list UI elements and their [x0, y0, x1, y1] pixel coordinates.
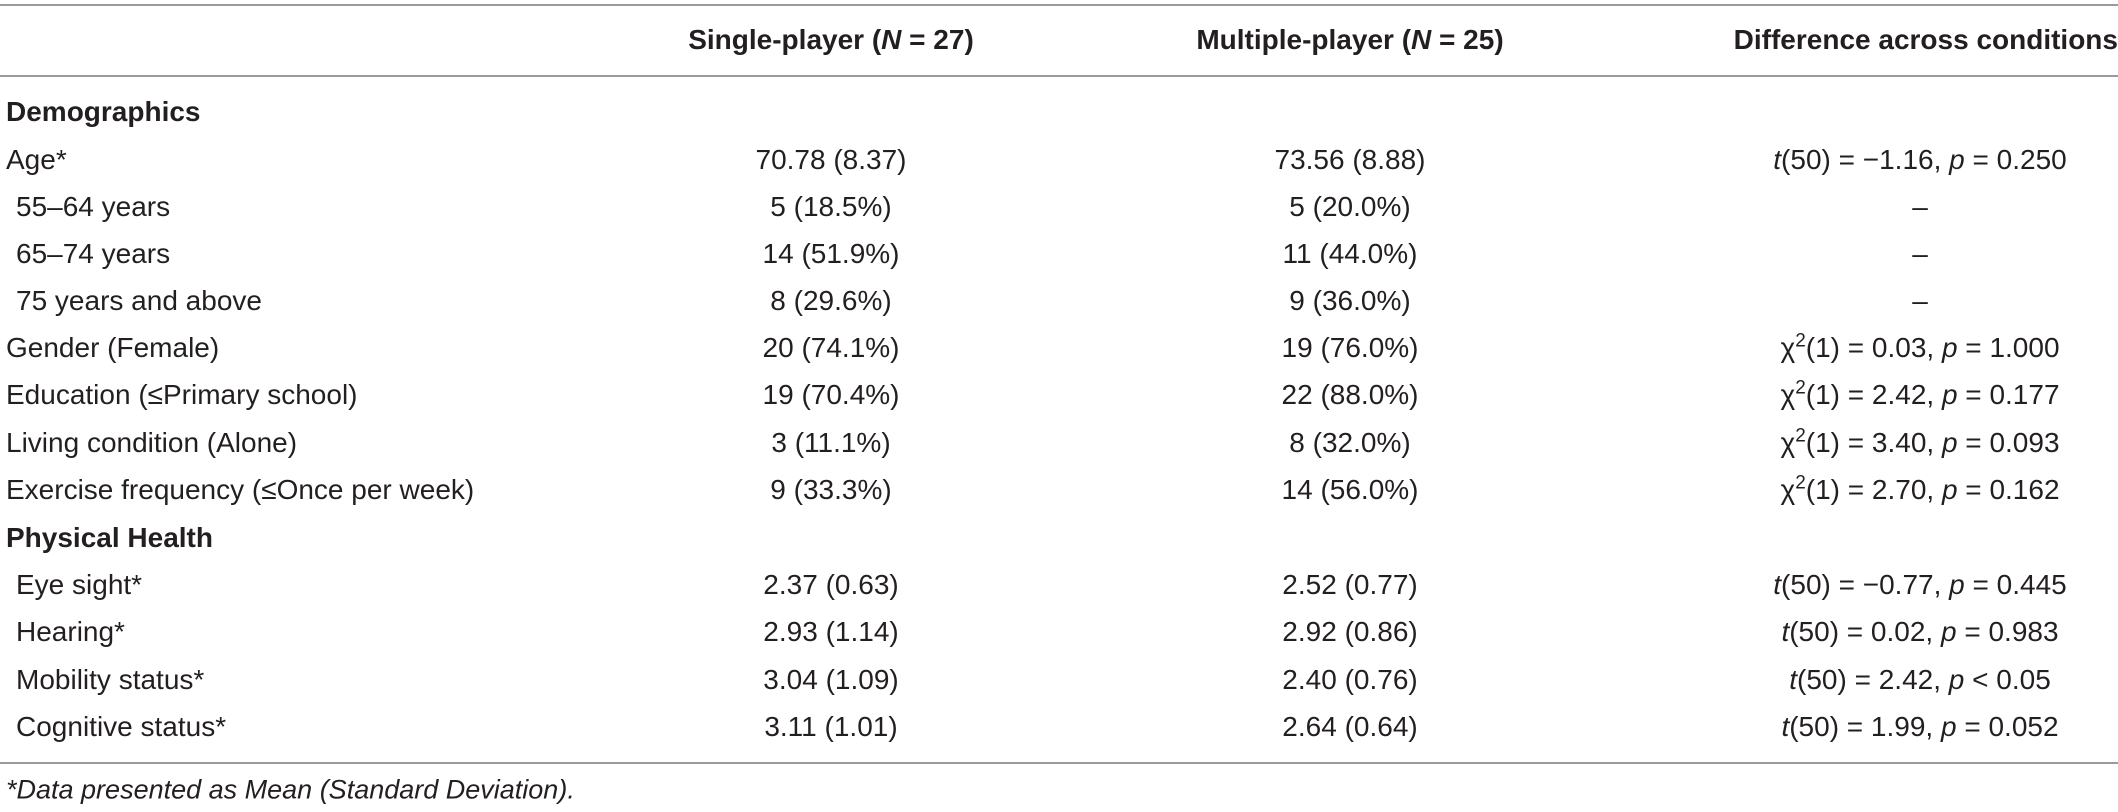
single-value: 20 (74.1%) [762, 332, 900, 363]
header-multiple-player: Multiple-player (N = 25) [1196, 24, 1504, 55]
row-label: Age* [6, 144, 67, 175]
section-physical-health: Physical Health [6, 522, 213, 553]
single-value: 3.11 (1.01) [764, 711, 898, 742]
difference-stat: χ2(1) = 0.03, p = 1.000 [1780, 330, 2060, 363]
row-label: Exercise frequency (≤Once per week) [6, 474, 475, 505]
table-footnote: *Data presented as Mean (Standard Deviat… [6, 774, 575, 805]
single-value: 9 (33.3%) [770, 474, 892, 505]
multi-value: 73.56 (8.88) [1274, 144, 1426, 175]
difference-dash: – [1912, 285, 1928, 316]
single-value: 5 (18.5%) [770, 191, 892, 222]
difference-stat: t(50) = −1.16, p = 0.250 [1773, 144, 2067, 175]
multi-value: 11 (44.0%) [1282, 238, 1418, 269]
difference-dash: – [1912, 238, 1928, 269]
top-rule [0, 4, 2118, 6]
multi-value: 8 (32.0%) [1289, 427, 1411, 458]
bottom-rule [0, 762, 2118, 764]
difference-stat: χ2(1) = 3.40, p = 0.093 [1780, 425, 2060, 458]
difference-stat: t(50) = −0.77, p = 0.445 [1773, 569, 2067, 600]
single-value: 70.78 (8.37) [755, 144, 907, 175]
header-rule [0, 75, 2118, 77]
row-label: Mobility status* [16, 664, 205, 695]
multi-value: 2.64 (0.64) [1282, 711, 1418, 742]
row-label: 65–74 years [16, 238, 171, 269]
difference-stat: χ2(1) = 2.42, p = 0.177 [1780, 377, 2060, 410]
difference-dash: – [1912, 191, 1928, 222]
row-label: Education (≤Primary school) [6, 379, 358, 410]
multi-value: 2.92 (0.86) [1282, 616, 1418, 647]
single-value: 8 (29.6%) [770, 285, 892, 316]
row-label: Cognitive status* [16, 711, 227, 742]
row-label: 75 years and above [16, 285, 262, 316]
row-label: Eye sight* [16, 569, 143, 600]
single-value: 2.93 (1.14) [763, 616, 899, 647]
single-value: 2.37 (0.63) [763, 569, 899, 600]
multi-value: 9 (36.0%) [1289, 285, 1411, 316]
header-difference: Difference across conditions [1733, 24, 2118, 55]
row-label: 55–64 years [16, 191, 171, 222]
multi-value: 2.40 (0.76) [1282, 664, 1418, 695]
row-label: Hearing* [16, 616, 125, 647]
multi-value: 22 (88.0%) [1281, 379, 1419, 410]
multi-value: 14 (56.0%) [1281, 474, 1419, 505]
multi-value: 2.52 (0.77) [1282, 569, 1418, 600]
row-label: Gender (Female) [6, 332, 220, 363]
single-value: 19 (70.4%) [762, 379, 900, 410]
difference-stat: χ2(1) = 2.70, p = 0.162 [1780, 472, 2060, 505]
single-value: 14 (51.9%) [762, 238, 900, 269]
multi-value: 5 (20.0%) [1289, 191, 1411, 222]
difference-stat: t(50) = 2.42, p < 0.05 [1789, 664, 2051, 695]
difference-stat: t(50) = 1.99, p = 0.052 [1781, 711, 2059, 742]
section-demographics: Demographics [6, 96, 201, 127]
difference-stat: t(50) = 0.02, p = 0.983 [1781, 616, 2059, 647]
header-single-player: Single-player (N = 27) [688, 24, 974, 55]
single-value: 3.04 (1.09) [763, 664, 899, 695]
row-label: Living condition (Alone) [6, 427, 298, 458]
multi-value: 19 (76.0%) [1281, 332, 1419, 363]
single-value: 3 (11.1%) [771, 427, 891, 458]
